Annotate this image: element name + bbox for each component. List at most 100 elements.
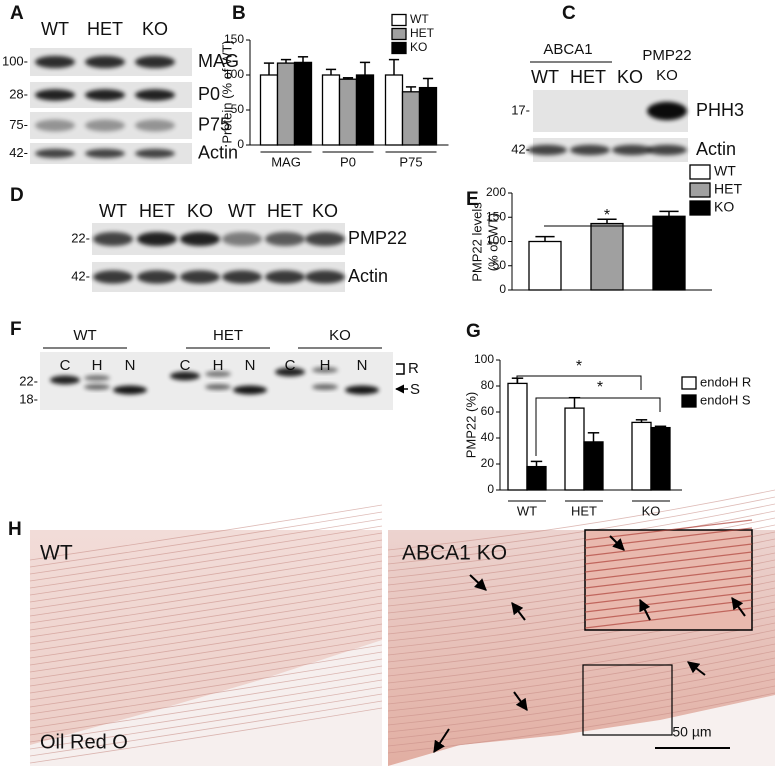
- fiber: [29, 511, 383, 568]
- band: [35, 89, 75, 101]
- image-label: ABCA1 KO: [402, 542, 507, 565]
- legend-label: HET: [410, 26, 435, 40]
- label: P0: [198, 84, 220, 104]
- y-tick-label: 50: [493, 258, 507, 272]
- y-tick-label: 100: [486, 234, 506, 248]
- legend-label: endoH S: [700, 392, 751, 407]
- bar: [631, 421, 652, 491]
- band: [35, 119, 75, 132]
- x-tick-label: MAG: [271, 154, 301, 169]
- y-tick-label: 100: [474, 352, 494, 366]
- label: KO: [656, 67, 678, 84]
- fiber: [584, 559, 753, 581]
- label: KO: [312, 201, 338, 221]
- bar: [652, 215, 686, 291]
- fiber: [29, 595, 383, 652]
- fiber: [387, 678, 775, 740]
- label: C: [285, 357, 296, 374]
- label: MAG: [198, 51, 239, 71]
- legend-swatch: [391, 27, 407, 41]
- band: [265, 231, 305, 247]
- fiber: [29, 693, 383, 750]
- label: S: [410, 381, 420, 398]
- legend-swatch: [391, 41, 407, 55]
- fiber: [29, 665, 383, 722]
- bar: [355, 74, 375, 146]
- legend-swatch: [681, 376, 697, 390]
- label: PHH3: [696, 100, 744, 120]
- fiber: [584, 527, 753, 549]
- band: [647, 101, 687, 121]
- label: B: [232, 3, 246, 24]
- fiber: [29, 532, 383, 589]
- x-tick-label: KO: [642, 503, 661, 518]
- label: H: [8, 519, 22, 540]
- fiber: [387, 503, 775, 565]
- legend-swatch: [391, 13, 407, 27]
- legend-swatch: [689, 200, 711, 216]
- label: KO: [329, 327, 351, 344]
- annotation: *: [604, 207, 610, 224]
- band: [93, 231, 133, 247]
- fiber: [387, 657, 775, 719]
- fiber: [387, 510, 775, 572]
- fiber: [29, 525, 383, 582]
- label: 17-: [511, 102, 530, 117]
- band: [135, 148, 175, 159]
- label: WT: [73, 327, 96, 344]
- fiber: [29, 602, 383, 659]
- fiber: [387, 650, 775, 712]
- fiber: [584, 575, 753, 597]
- band: [180, 231, 220, 247]
- x-tick-label: HET: [571, 503, 597, 518]
- y-tick-label: 80: [481, 378, 495, 392]
- legend-swatch: [689, 164, 711, 180]
- scale-label: 50 µm: [672, 724, 711, 740]
- image-label: WT: [40, 542, 73, 565]
- band: [180, 270, 220, 284]
- label: 75-: [9, 117, 28, 132]
- label: HET: [570, 67, 606, 87]
- arrows: [433, 535, 746, 754]
- band: [85, 148, 125, 159]
- fiber: [29, 546, 383, 603]
- fiber: [584, 551, 753, 573]
- bracket: [396, 363, 405, 375]
- label: G: [466, 321, 481, 342]
- band: [345, 385, 379, 395]
- label: PMP22: [348, 228, 407, 248]
- y-axis-label: PMP22 levels: [469, 202, 484, 282]
- label: KO: [187, 201, 213, 221]
- band: [205, 384, 231, 390]
- band: [205, 371, 231, 377]
- label: P75: [198, 114, 230, 134]
- bar: [384, 74, 404, 146]
- label: WT: [99, 201, 127, 221]
- label: 100-: [2, 53, 28, 68]
- legend-label: KO: [410, 40, 427, 54]
- band: [222, 270, 262, 284]
- bar: [528, 240, 562, 291]
- fiber: [584, 567, 753, 589]
- fiber: [387, 496, 775, 558]
- label: WT: [41, 19, 69, 39]
- bar: [526, 465, 547, 491]
- fiber: [29, 588, 383, 645]
- fiber: [584, 543, 753, 565]
- fiber: [29, 553, 383, 610]
- band: [137, 270, 177, 284]
- bar: [321, 74, 341, 146]
- y-tick-label: 200: [486, 185, 506, 199]
- label: H: [92, 357, 103, 374]
- y-tick-label: 150: [224, 32, 244, 46]
- label: 28-: [9, 86, 28, 101]
- label: C: [562, 3, 576, 24]
- label: 42-: [511, 141, 530, 156]
- y-tick-label: 0: [499, 282, 506, 296]
- bar: [276, 62, 296, 146]
- fiber: [584, 607, 753, 629]
- y-axis-label: Protein (% of WT): [219, 40, 234, 143]
- label: N: [245, 357, 256, 374]
- bar: [338, 78, 358, 146]
